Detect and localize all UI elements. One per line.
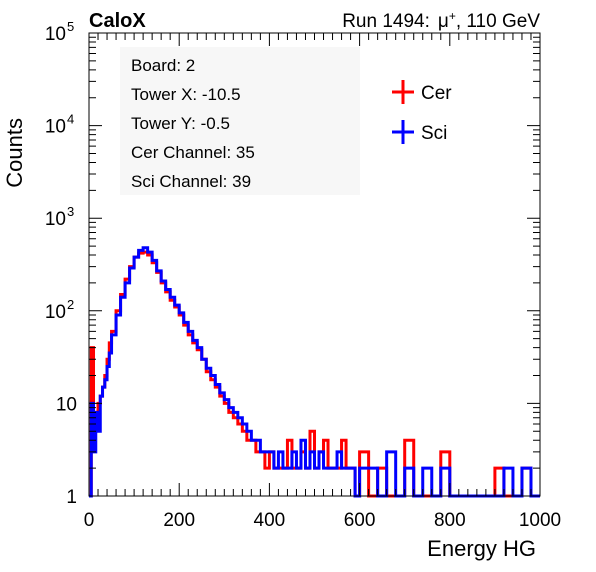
info-box-background	[120, 47, 360, 195]
legend-marker-cer	[392, 80, 414, 104]
x-tick-label: 0	[84, 510, 95, 531]
info-line: Cer Channel: 35	[131, 143, 255, 162]
series-layer	[89, 246, 540, 498]
x-tick-label: 800	[434, 510, 466, 531]
y-tick-exponent: 5	[67, 19, 74, 34]
series-line-sci	[89, 246, 540, 498]
y-axis-title: Counts	[2, 118, 27, 188]
info-line: Sci Channel: 39	[131, 172, 251, 191]
axis-ticks	[88, 32, 541, 497]
y-tick-exponent: 2	[67, 297, 74, 312]
y-tick-label: 1	[66, 487, 77, 508]
x-tick-label: 200	[163, 510, 195, 531]
legend-label-sci: Sci	[421, 123, 447, 144]
x-tick-label: 400	[254, 510, 286, 531]
legend-label-cer: Cer	[421, 83, 452, 104]
x-tick-label: 1000	[519, 510, 561, 531]
info-line: Board: 2	[131, 56, 195, 75]
tick-marks	[88, 32, 541, 497]
info-line: Tower Y: -0.5	[131, 114, 230, 133]
y-tick-label: 10	[45, 24, 66, 45]
y-tick-exponent: 4	[67, 112, 74, 127]
y-tick-label: 10	[56, 394, 77, 415]
header-left-label: CaloX	[89, 10, 146, 32]
info-box: Board: 2 Tower X: -10.5 Tower Y: -0.5 Cer C…	[120, 47, 360, 195]
y-tick-label: 10	[45, 209, 66, 230]
y-tick-label: 10	[45, 302, 66, 323]
x-axis-title: Energy HG	[427, 536, 536, 561]
info-line: Tower X: -10.5	[131, 85, 241, 104]
legend: Cer Sci	[392, 80, 452, 144]
y-tick-label: 10	[45, 117, 66, 138]
y-tick-exponent: 3	[67, 204, 74, 219]
header-right-label: Run 1494: μ+, 110 GeV	[342, 9, 540, 32]
x-tick-label: 600	[344, 510, 376, 531]
legend-marker-sci	[392, 120, 414, 144]
